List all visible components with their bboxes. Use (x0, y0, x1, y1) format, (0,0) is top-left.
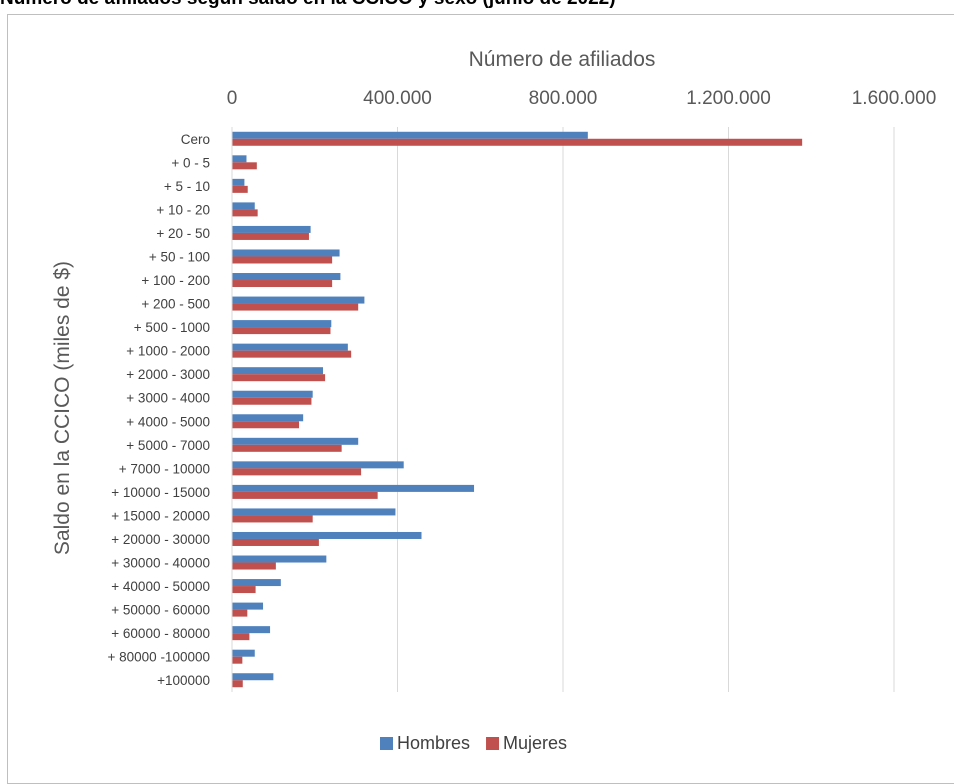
bar-mujeres (232, 421, 300, 429)
bar-mujeres (232, 350, 352, 358)
y-axis-title: Saldo en la CCICO (miles de $) (51, 261, 74, 555)
category-label: + 60000 - 80000 (111, 626, 210, 641)
category-label: + 40000 - 50000 (111, 579, 210, 594)
category-label: + 10 - 20 (156, 202, 210, 217)
category-label: + 50000 - 60000 (111, 603, 210, 618)
x-tick-label: 1.600.000 (852, 88, 937, 109)
category-label: + 4000 - 5000 (126, 414, 210, 429)
category-label: + 20 - 50 (156, 226, 210, 241)
bar-mujeres (232, 538, 319, 546)
bar-mujeres (232, 680, 243, 688)
bar-hombres (232, 390, 313, 398)
bar-hombres (232, 484, 475, 492)
bar-hombres (232, 555, 327, 563)
category-label: Cero (181, 132, 210, 147)
category-label: + 10000 - 15000 (111, 485, 210, 500)
category-label: + 100 - 200 (141, 273, 210, 288)
bar-mujeres (232, 303, 359, 311)
bar-hombres (232, 296, 365, 304)
category-label: + 5 - 10 (164, 179, 210, 194)
category-label: + 80000 -100000 (108, 650, 210, 665)
bar-mujeres (232, 586, 256, 594)
bar-hombres (232, 225, 311, 233)
x-axis-title: Número de afiliados (469, 48, 656, 71)
bar-hombres (232, 461, 404, 469)
bar-mujeres (232, 374, 326, 382)
category-label: + 15000 - 20000 (111, 508, 210, 523)
bar-hombres (232, 367, 324, 375)
bar-mujeres (232, 656, 243, 664)
legend-label-mujeres: Mujeres (503, 733, 567, 753)
bar-hombres (232, 155, 247, 163)
bar-mujeres (232, 232, 309, 240)
bar-mujeres (232, 491, 378, 499)
bar-hombres (232, 131, 588, 139)
bar-mujeres (232, 138, 803, 146)
category-label: + 1000 - 2000 (126, 344, 210, 359)
bar-hombres (232, 626, 271, 634)
x-tick-label: 0 (227, 88, 238, 109)
bar-mujeres (232, 609, 248, 617)
category-label: + 7000 - 10000 (119, 461, 210, 476)
legend: Hombres Mujeres (380, 733, 567, 753)
bar-hombres (232, 249, 340, 257)
category-label: + 2000 - 3000 (126, 367, 210, 382)
bar-mujeres (232, 280, 333, 288)
bar-hombres (232, 508, 396, 516)
bar-hombres (232, 602, 264, 610)
bar-mujeres (232, 562, 276, 570)
bar-hombres (232, 273, 341, 281)
bar-mujeres (232, 162, 257, 170)
bar-hombres (232, 178, 245, 186)
bar-hombres (232, 202, 255, 210)
bar-mujeres (232, 444, 342, 452)
category-label: + 0 - 5 (171, 155, 210, 170)
bar-mujeres (232, 327, 331, 335)
category-label: + 30000 - 40000 (111, 556, 210, 571)
legend-swatch-mujeres (486, 737, 500, 750)
bar-mujeres (232, 515, 313, 523)
bars (232, 131, 803, 688)
category-label: +100000 (157, 673, 210, 688)
x-tick-label: 400.000 (363, 88, 432, 109)
bar-hombres (232, 649, 255, 657)
category-label: + 200 - 500 (141, 297, 210, 312)
gridlines (397, 127, 895, 692)
x-axis-ticks: 0 400.000 800.000 1.200.000 1.600.000 (227, 88, 937, 109)
bar-mujeres (232, 256, 333, 264)
category-label: + 5000 - 7000 (126, 438, 210, 453)
bar-hombres (232, 673, 274, 681)
bar-hombres (232, 343, 348, 351)
bar-mujeres (232, 209, 258, 217)
x-tick-label: 1.200.000 (686, 88, 771, 109)
category-label: + 20000 - 30000 (111, 532, 210, 547)
bar-mujeres (232, 468, 362, 476)
category-label: + 50 - 100 (149, 249, 210, 264)
bar-mujeres (232, 397, 312, 405)
legend-swatch-hombres (380, 737, 393, 750)
bar-mujeres (232, 185, 248, 193)
bar-hombres (232, 320, 332, 328)
page-title: Número de afiliados según saldo en la CC… (0, 0, 954, 8)
category-label: + 500 - 1000 (134, 320, 210, 335)
legend-label-hombres: Hombres (397, 733, 470, 753)
bar-hombres (232, 414, 304, 422)
bar-hombres (232, 437, 359, 445)
bar-mujeres (232, 633, 250, 641)
category-labels: Cero + 0 - 5 + 5 - 10 + 10 - 20 + 20 - 50 + 5… (108, 132, 210, 688)
bar-hombres (232, 531, 422, 539)
x-tick-label: 800.000 (529, 88, 598, 109)
category-label: + 3000 - 4000 (126, 391, 210, 406)
bar-hombres (232, 579, 281, 587)
